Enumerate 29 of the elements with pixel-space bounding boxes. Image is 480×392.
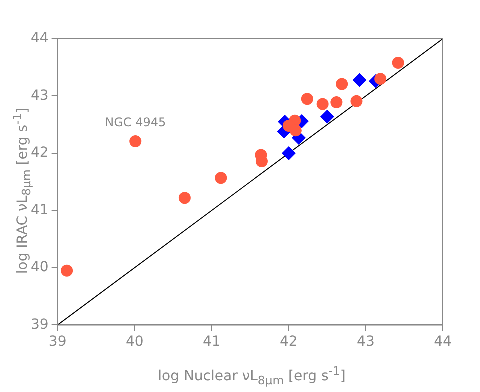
point (330, 96, 343, 109)
point (336, 78, 348, 90)
x-tick-label: 41 (202, 334, 221, 350)
point (350, 95, 363, 108)
point (301, 93, 314, 106)
y-tick-label: 44 (30, 30, 49, 47)
x-tick-label: 42 (280, 334, 298, 350)
x-axis-title: log Nuclear νL$_{8μm}$ [erg s$^{-1}$] (158, 364, 346, 388)
point (374, 73, 387, 86)
point (290, 124, 302, 137)
y-tick-label: 43 (30, 88, 49, 104)
point (392, 57, 404, 70)
point (130, 135, 142, 148)
y-tick-label: 42 (30, 145, 49, 162)
point (178, 192, 191, 204)
point (215, 172, 228, 184)
point (352, 73, 367, 88)
y-tick-label: 41 (30, 202, 49, 218)
x-tick-label: 43 (357, 334, 375, 350)
x-tick-label: 44 (434, 334, 452, 350)
y-tick-label: 40 (30, 260, 49, 276)
y-tick-label: 39 (30, 316, 49, 333)
point (61, 264, 74, 277)
x-tick-label: 40 (126, 334, 144, 350)
point (282, 146, 296, 160)
x-tick-label: 39 (48, 334, 67, 350)
point (320, 110, 334, 124)
point (316, 98, 329, 110)
annotation: NGC 4945 (105, 116, 166, 130)
